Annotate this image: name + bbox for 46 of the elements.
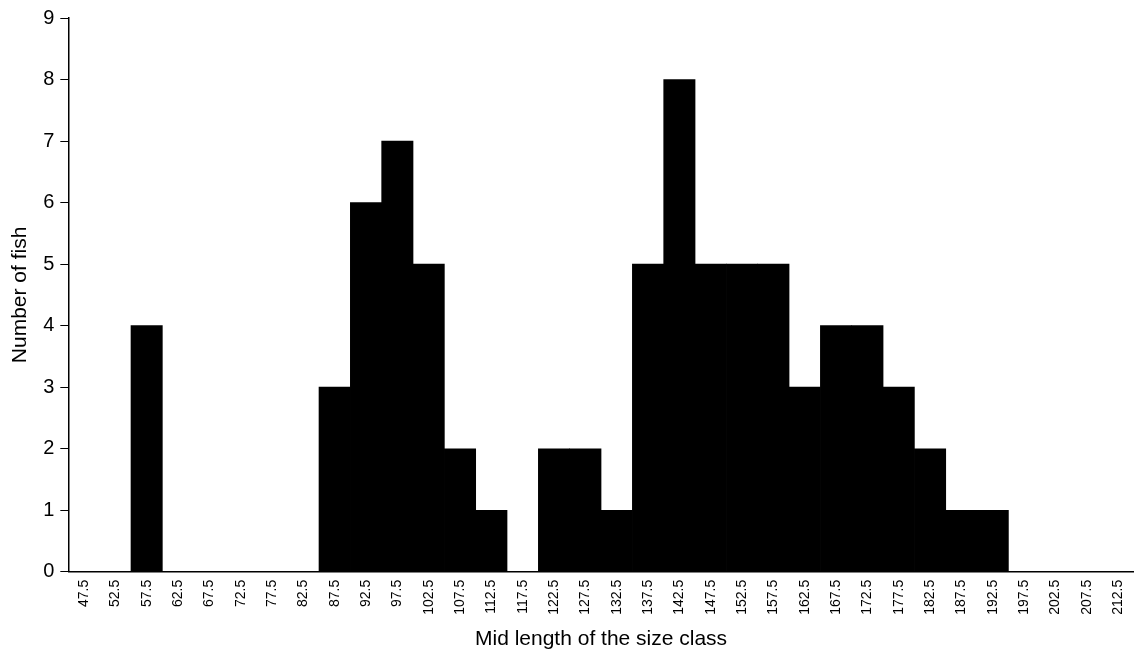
y-tick-label: 7 [43, 128, 55, 151]
x-tick-label: 132.5 [607, 579, 624, 615]
x-tick-label: 207.5 [1077, 579, 1094, 615]
x-tick-label: 157.5 [764, 579, 781, 615]
y-axis-title: Number of fish [7, 226, 31, 364]
x-tick-label: 122.5 [544, 579, 561, 615]
y-tick-label: 8 [43, 67, 55, 90]
y-tick-label: 4 [43, 313, 55, 336]
x-tick-label: 92.5 [356, 579, 373, 608]
y-tick-label: 3 [43, 374, 55, 397]
x-tick-label: 162.5 [795, 579, 812, 615]
x-tick-label: 142.5 [670, 579, 687, 615]
x-tick-label: 197.5 [1014, 579, 1031, 615]
x-tick-label: 182.5 [920, 579, 937, 615]
x-tick-label: 102.5 [419, 579, 436, 615]
x-tick-label: 187.5 [952, 579, 969, 615]
y-tick-label: 0 [43, 559, 55, 582]
x-tick-label: 47.5 [74, 579, 91, 608]
x-tick-label: 62.5 [168, 579, 185, 608]
x-tick-label: 97.5 [388, 579, 405, 608]
x-tick-label: 117.5 [513, 579, 530, 614]
x-tick-label: 177.5 [889, 579, 906, 615]
x-tick-label: 82.5 [294, 579, 311, 608]
y-tick-label: 5 [43, 251, 55, 274]
y-tick-label: 2 [43, 436, 55, 459]
x-tick-label: 192.5 [983, 579, 1000, 615]
y-tick-label: 9 [43, 5, 55, 28]
x-tick-label: 77.5 [262, 579, 279, 608]
x-tick-label: 72.5 [231, 579, 248, 608]
x-tick-label: 87.5 [325, 579, 342, 608]
x-tick-label: 67.5 [200, 579, 217, 608]
x-tick-label: 127.5 [576, 579, 593, 615]
x-tick-label: 147.5 [701, 579, 718, 615]
x-tick-label: 57.5 [137, 579, 154, 608]
x-axis-title: Mid length of the size class [474, 626, 728, 650]
y-tick-label: 1 [43, 497, 55, 520]
x-tick-label: 172.5 [858, 579, 875, 615]
x-tick-label: 202.5 [1046, 579, 1063, 615]
x-tick-label: 137.5 [638, 579, 655, 615]
x-tick-label: 107.5 [450, 579, 467, 615]
x-tick-label: 167.5 [826, 579, 843, 615]
x-tick-label: 112.5 [482, 579, 499, 614]
x-tick-label: 152.5 [732, 579, 749, 615]
x-tick-label: 212.5 [1108, 579, 1125, 615]
y-tick-label: 6 [43, 190, 55, 213]
x-tick-label: 52.5 [106, 579, 123, 608]
